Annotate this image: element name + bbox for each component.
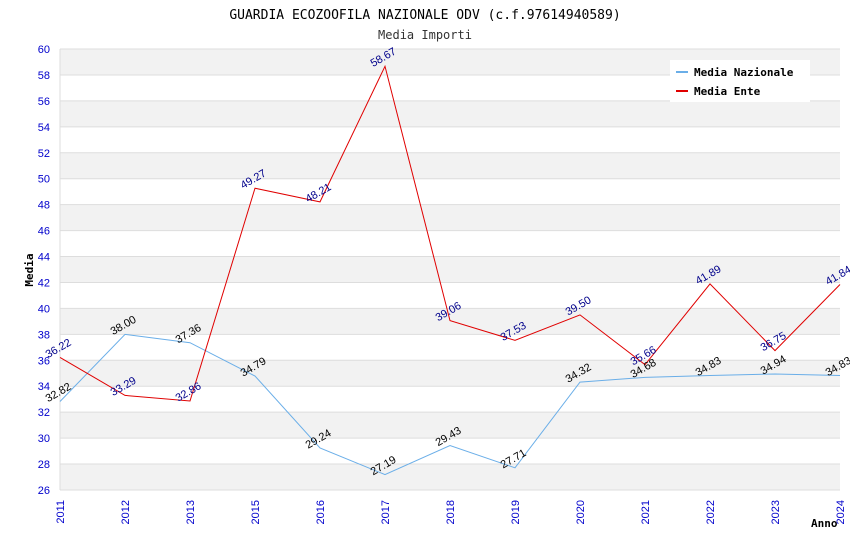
series-line-media-nazionale xyxy=(59,333,841,476)
grid-bands xyxy=(59,48,840,491)
grid-band xyxy=(60,282,840,309)
y-tick-label: 54 xyxy=(38,122,50,134)
grid-band xyxy=(60,386,840,413)
series-lines xyxy=(59,64,841,476)
y-axis-label: Media xyxy=(23,253,36,286)
grid-band xyxy=(60,100,840,127)
grid-band xyxy=(60,152,840,179)
y-tick-label: 48 xyxy=(38,200,50,212)
grid-band xyxy=(60,308,840,335)
x-tick-label: 2023 xyxy=(770,500,782,524)
y-tick-label: 56 xyxy=(38,96,50,108)
chart-subtitle: Media Importi xyxy=(378,28,472,42)
y-tick-label: 26 xyxy=(38,485,50,497)
x-tick-label: 2012 xyxy=(120,500,132,524)
y-tick-label: 36 xyxy=(38,355,50,367)
x-axis-ticks: 2011 2012 2013 2015 2016 2017 2018 2019 2020 2021… xyxy=(55,500,847,524)
grid-band xyxy=(60,204,840,231)
grid-band xyxy=(60,178,840,205)
y-tick-label: 42 xyxy=(38,277,50,289)
y-tick-label: 52 xyxy=(38,148,50,160)
y-tick-label: 32 xyxy=(38,407,50,419)
grid-band xyxy=(60,230,840,257)
x-axis-label: Anno xyxy=(811,517,838,530)
x-tick-label: 2022 xyxy=(705,500,717,524)
x-tick-label: 2024 xyxy=(835,500,847,524)
y-tick-label: 44 xyxy=(38,252,50,264)
y-tick-label: 28 xyxy=(38,459,50,471)
y-tick-label: 60 xyxy=(38,44,50,56)
x-tick-label: 2016 xyxy=(315,500,327,524)
grid-band xyxy=(60,438,840,465)
legend-label: Media Ente xyxy=(694,85,761,98)
grid-band xyxy=(60,360,840,387)
legend-label: Media Nazionale xyxy=(694,66,794,79)
legend-box xyxy=(670,60,810,102)
series-line-media-ente xyxy=(59,64,841,402)
x-tick-label: 2020 xyxy=(575,500,587,524)
x-tick-label: 2018 xyxy=(445,500,457,524)
grid-band xyxy=(60,334,840,361)
y-tick-label: 40 xyxy=(38,303,50,315)
y-tick-label: 58 xyxy=(38,70,50,82)
grid-band xyxy=(60,464,840,490)
x-tick-label: 2021 xyxy=(640,500,652,524)
grid-band xyxy=(60,126,840,153)
x-tick-label: 2019 xyxy=(510,500,522,524)
y-tick-label: 50 xyxy=(38,174,50,186)
x-tick-label: 2013 xyxy=(185,500,197,524)
y-tick-label: 46 xyxy=(38,226,50,238)
y-axis-ticks: 26 28 30 32 34 36 38 40 42 44 46 48 50 52 54 56 58 60 xyxy=(38,44,50,497)
x-tick-label: 2011 xyxy=(55,500,67,524)
grid-band xyxy=(60,256,840,283)
y-tick-label: 34 xyxy=(38,381,50,393)
y-tick-label: 38 xyxy=(38,329,50,341)
x-tick-label: 2017 xyxy=(380,500,392,524)
legend: Media Nazionale Media Ente xyxy=(670,60,810,102)
grid-band xyxy=(60,412,840,439)
x-tick-label: 2015 xyxy=(250,500,262,524)
chart-title: GUARDIA ECOZOOFILA NAZIONALE ODV (c.f.97… xyxy=(229,8,620,23)
y-tick-label: 30 xyxy=(38,433,50,445)
